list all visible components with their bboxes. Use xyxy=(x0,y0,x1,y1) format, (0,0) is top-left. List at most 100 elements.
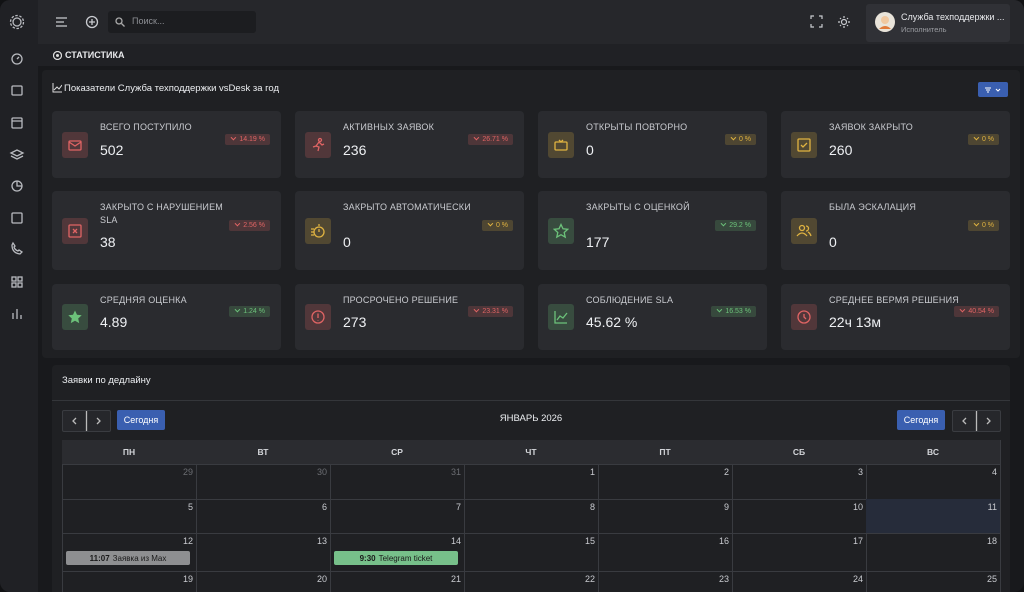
user-menu[interactable]: Служба техподдержки ... Исполнитель xyxy=(866,4,1010,42)
stat-icon xyxy=(62,304,88,330)
day-number: 4 xyxy=(991,467,997,477)
icon-glyph xyxy=(796,224,812,236)
stat-card: ЗАЯВОК ЗАКРЫТО 260 0 % xyxy=(781,111,1010,178)
stat-change: 0 % xyxy=(481,219,513,231)
stat-card: ЗАКРЫТО АВТОМАТИЧЕСКИ 0 0 % xyxy=(295,191,524,270)
day-cell: 4 xyxy=(866,464,1001,500)
weekday-label: ВС xyxy=(927,447,939,457)
weekday-label: ЧТ xyxy=(525,447,537,457)
day-cell: 12 11:07 Заявка из Max xyxy=(62,533,197,572)
stat-label: ЗАКРЫТО С НАРУШЕНИЕМ SLA xyxy=(100,202,223,225)
day-number: 24 xyxy=(852,574,863,584)
change-arrow xyxy=(720,220,727,226)
day-number: 21 xyxy=(450,574,461,584)
day-number: 18 xyxy=(986,536,997,546)
filter-icon xyxy=(985,87,1001,92)
stat-label: ВСЕГО ПОСТУПИЛО xyxy=(100,122,192,132)
header-icons xyxy=(810,15,850,28)
stat-icon xyxy=(791,304,817,330)
icon-glyph xyxy=(311,310,325,324)
change-text: 1.24 % xyxy=(243,308,265,315)
today-button[interactable]: Сегодня xyxy=(117,410,165,430)
day-number: 15 xyxy=(584,536,595,546)
day-cell: 24 xyxy=(732,571,867,592)
day-number: 1 xyxy=(589,467,595,477)
weekday-header: ПН xyxy=(62,440,197,465)
stat-value: 45.62 % xyxy=(586,314,638,330)
day-number: 16 xyxy=(718,536,729,546)
search-icon xyxy=(115,17,125,27)
calendar-event[interactable]: 11:07 Заявка из Max xyxy=(66,551,190,565)
stat-value: 502 xyxy=(100,142,124,158)
stat-card: ОТКРЫТЫ ПОВТОРНО 0 0 % xyxy=(538,111,767,178)
day-cell: 11 xyxy=(866,499,1001,534)
stat-icon xyxy=(305,217,331,244)
stat-icon xyxy=(62,217,88,244)
weekday-label: ПН xyxy=(122,447,136,457)
today-button[interactable]: Сегодня xyxy=(897,410,945,430)
day-cell: 25 xyxy=(866,571,1001,592)
calendar-title: Заявки по дедлайну xyxy=(62,375,151,386)
change-text: 23.31 % xyxy=(482,308,508,315)
stat-change: 2.56 % xyxy=(229,219,270,231)
day-number: 5 xyxy=(187,502,193,512)
stat-value: 260 xyxy=(829,142,853,158)
stat-change: 1.24 % xyxy=(229,306,270,317)
user-role: Исполнитель xyxy=(901,25,947,34)
toolbar-icons xyxy=(56,15,99,29)
icon-glyph xyxy=(311,223,325,238)
day-cell: 20 xyxy=(196,571,331,592)
stat-value: 22ч 13м xyxy=(829,314,881,330)
day-cell: 9 xyxy=(598,499,733,534)
change-text: 0 % xyxy=(738,135,751,143)
change-text: 40.54 % xyxy=(968,308,994,315)
day-cell: 10 xyxy=(732,499,867,534)
stat-icon xyxy=(548,217,574,244)
section-title: СТАТИСТИКА xyxy=(65,50,125,60)
day-cell: 14 9:30 Telegram ticket xyxy=(330,533,465,572)
day-cell: 7 xyxy=(330,499,465,534)
prev-next-right[interactable] xyxy=(952,410,1001,432)
stat-value: 38 xyxy=(100,234,116,250)
prev-next-left[interactable] xyxy=(62,410,111,432)
icon-glyph xyxy=(68,139,82,151)
event-text: Заявка из Max xyxy=(112,553,167,563)
day-cell: 3 xyxy=(732,464,867,500)
stat-change: 40.54 % xyxy=(954,306,999,317)
stat-change: 0 % xyxy=(724,133,756,145)
filter-button[interactable] xyxy=(978,82,1008,97)
stat-icon xyxy=(791,217,817,244)
stat-label: ЗАКРЫТЫ С ОЦЕНКОЙ xyxy=(586,202,690,212)
change-arrow xyxy=(716,306,723,313)
weekday-header: СР xyxy=(330,440,465,465)
nav-arrows xyxy=(962,411,991,431)
stat-card: СРЕДНЯЯ ОЦЕНКА 4.89 1.24 % xyxy=(52,284,281,350)
day-number: 12 xyxy=(182,536,193,546)
weekday-header: СБ xyxy=(732,440,867,465)
stat-change: 0 % xyxy=(967,133,999,145)
stat-change: 0 % xyxy=(967,219,999,231)
day-cell: 2 xyxy=(598,464,733,500)
change-text: 14.19 % xyxy=(239,135,265,143)
day-cell: 23 xyxy=(598,571,733,592)
day-cell: 31 xyxy=(330,464,465,500)
stat-card: СОБЛЮДЕНИЕ SLA 45.62 % 16.53 % xyxy=(538,284,767,350)
stat-card: СРЕДНЕЕ ВЕРМЯ РЕШЕНИЯ 22ч 13м 40.54 % xyxy=(781,284,1010,350)
icon-glyph xyxy=(553,222,569,238)
icon-glyph xyxy=(68,310,82,324)
sidebar-icons xyxy=(9,14,25,319)
calendar-event[interactable]: 9:30 Telegram ticket xyxy=(334,551,458,565)
stat-label: ПРОСРОЧЕНО РЕШЕНИЕ xyxy=(343,295,459,305)
stat-value: 236 xyxy=(343,142,367,158)
change-arrow xyxy=(234,220,241,226)
event-text: Telegram ticket xyxy=(378,553,433,563)
sidebar xyxy=(0,0,38,592)
nav-arrows xyxy=(72,411,101,431)
day-number: 17 xyxy=(852,536,863,546)
icon-glyph xyxy=(797,310,811,324)
day-cell: 29 xyxy=(62,464,197,500)
change-arrow xyxy=(973,220,980,226)
search-box[interactable]: Поиск... xyxy=(108,11,256,33)
stat-card: АКТИВНЫХ ЗАЯВОК 236 26.71 % xyxy=(295,111,524,178)
calendar-panel: Заявки по дедлайну Сегодня ЯНВАРЬ 2026 С… xyxy=(52,365,1010,592)
